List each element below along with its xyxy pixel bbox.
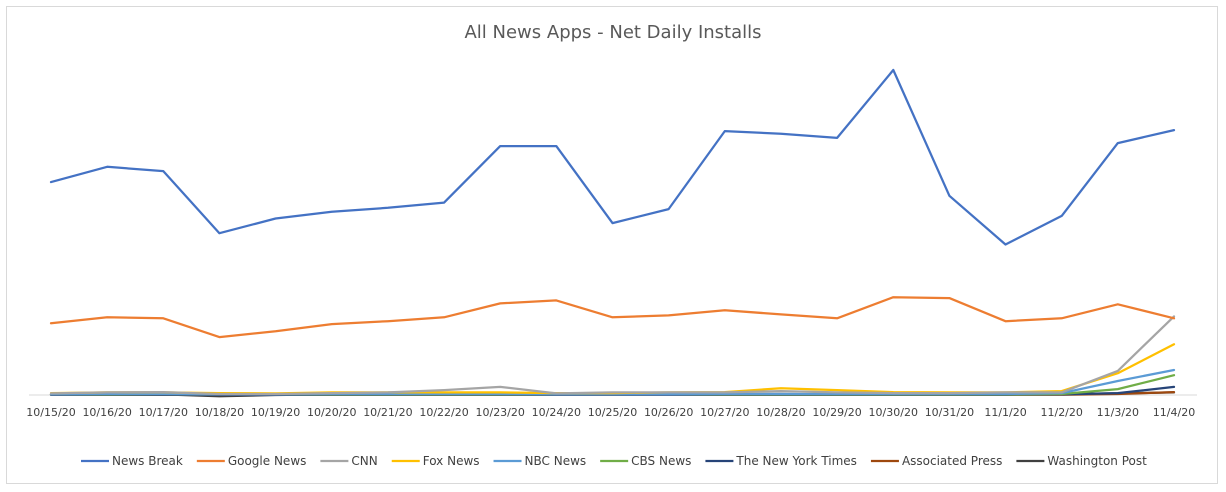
- x-tick-label: 10/16/20: [82, 406, 131, 419]
- x-tick-label: 11/4/20: [1153, 406, 1195, 419]
- x-tick-label: 11/2/20: [1040, 406, 1082, 419]
- legend-item: Fox News: [391, 454, 480, 468]
- series-line-cnn: [49, 315, 1176, 396]
- x-tick-label: 10/30/20: [869, 406, 918, 419]
- x-tick-label: 10/15/20: [26, 406, 75, 419]
- legend-item: News Break: [81, 454, 183, 468]
- legend-label: CNN: [351, 454, 377, 468]
- x-tick-label: 10/21/20: [363, 406, 412, 419]
- x-tick-label: 10/31/20: [925, 406, 974, 419]
- legend-item: The New York Times: [705, 454, 857, 468]
- series-line-fox-news: [49, 343, 1176, 395]
- x-tick-label: 10/29/20: [812, 406, 861, 419]
- series-lines: [49, 68, 1176, 398]
- x-tick-label: 10/24/20: [532, 406, 581, 419]
- legend-label: Washington Post: [1047, 454, 1147, 468]
- x-tick-label: 10/18/20: [195, 406, 244, 419]
- x-tick-label: 10/27/20: [700, 406, 749, 419]
- chart-title: All News Apps - Net Daily Installs: [464, 22, 761, 43]
- x-tick-label: 10/19/20: [251, 406, 300, 419]
- legend-label: News Break: [112, 454, 183, 468]
- legend: News Break Google News CNN Fox News NBC News…: [81, 454, 1147, 468]
- series-line-news-break: [49, 68, 1176, 246]
- x-tick-label: 10/20/20: [307, 406, 356, 419]
- legend-item: Washington Post: [1016, 454, 1147, 468]
- legend-label: CBS News: [631, 454, 691, 468]
- x-tick-label: 10/25/20: [588, 406, 637, 419]
- x-tick-label: 10/22/20: [419, 406, 468, 419]
- legend-label: NBC News: [525, 454, 587, 468]
- legend-item: CBS News: [600, 454, 691, 468]
- series-line-nbc-news: [49, 368, 1176, 396]
- x-tick-label: 10/23/20: [475, 406, 524, 419]
- x-tick-label: 11/1/20: [984, 406, 1026, 419]
- legend-label: Fox News: [423, 454, 480, 468]
- legend-item: CNN: [320, 454, 378, 468]
- line-chart: All News Apps - Net Daily Installs 10/15…: [26, 22, 1197, 468]
- legend-item: Google News: [196, 454, 307, 468]
- x-tick-label: 10/17/20: [139, 406, 188, 419]
- legend-label: Associated Press: [902, 454, 1002, 468]
- chart-frame: All News Apps - Net Daily Installs 10/15…: [6, 6, 1218, 484]
- x-tick-label: 10/28/20: [756, 406, 805, 419]
- x-tick-label: 11/3/20: [1097, 406, 1139, 419]
- x-tick-label: 10/26/20: [644, 406, 693, 419]
- legend-item: NBC News: [493, 454, 587, 468]
- series-line-google-news: [49, 296, 1176, 339]
- legend-item: Associated Press: [870, 454, 1002, 468]
- legend-label: The New York Times: [735, 454, 857, 468]
- x-axis: 10/15/20 10/16/20 10/17/20 10/18/20 10/19/20…: [26, 394, 1197, 419]
- legend-label: Google News: [228, 454, 307, 468]
